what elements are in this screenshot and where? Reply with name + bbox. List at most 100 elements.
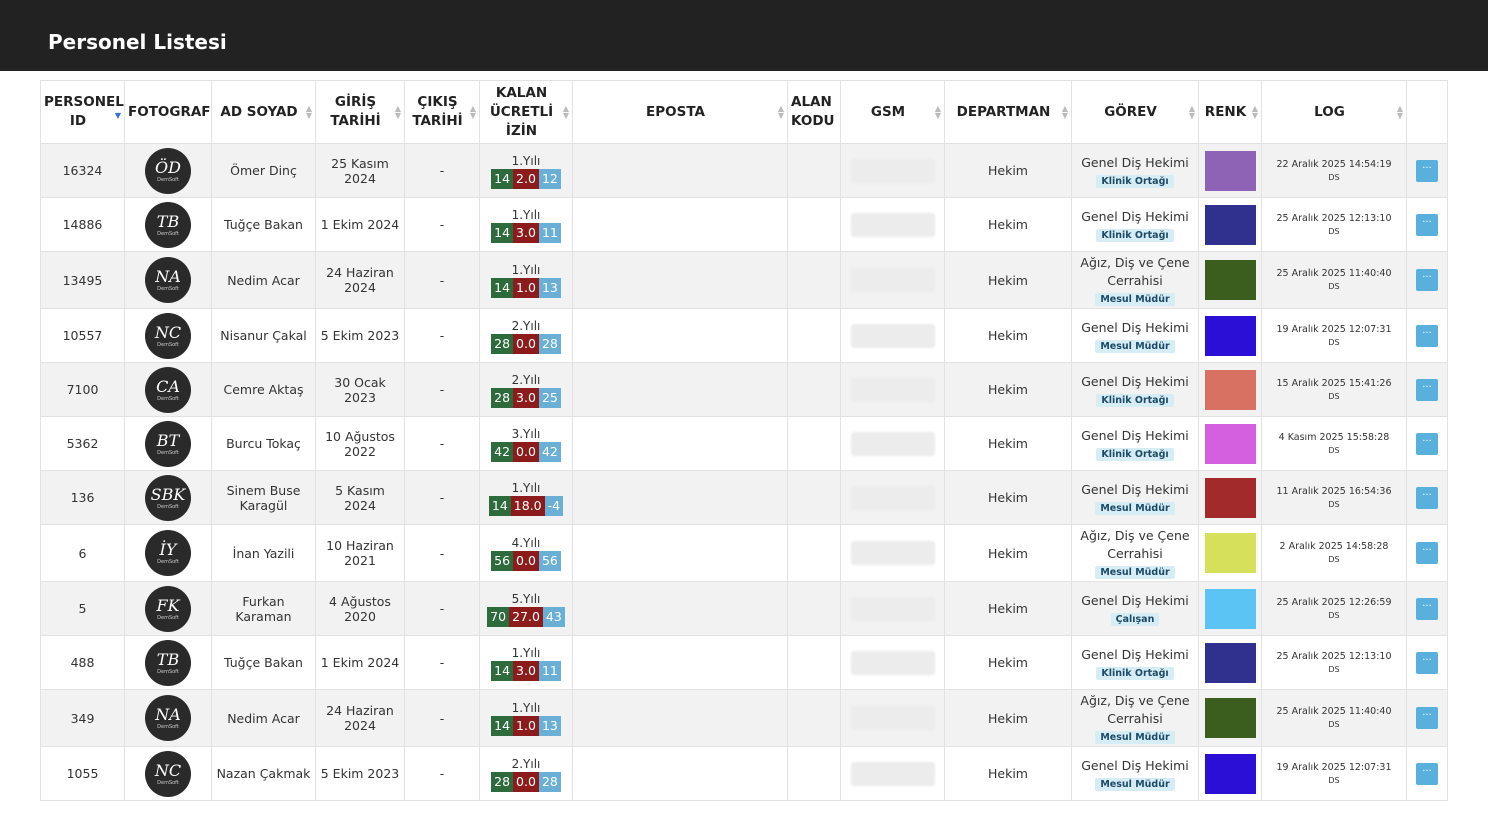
log-user: DS — [1328, 172, 1340, 182]
end-date: - — [404, 746, 480, 801]
sort-icon[interactable]: ▲ ▼ — [562, 104, 569, 120]
actions-button[interactable]: ··· — [1416, 707, 1438, 729]
start-date: 24 Haziran 2024 — [315, 689, 405, 747]
department: Hekim — [944, 470, 1072, 525]
log-user: DS — [1328, 775, 1340, 785]
email — [572, 362, 788, 417]
actions-button[interactable]: ··· — [1416, 432, 1438, 455]
avatar-initials: TB — [156, 211, 180, 231]
sort-icon[interactable]: ▲ ▼ — [469, 104, 476, 120]
paid-leave: 1.Yılı 14 1.0 13 — [479, 251, 573, 309]
avatar: CA DemSoft — [145, 366, 191, 413]
actions-button[interactable]: ··· — [1416, 378, 1438, 401]
actions-button[interactable]: ··· — [1416, 597, 1438, 620]
actions-button[interactable]: ··· — [1416, 762, 1438, 785]
color-swatch — [1204, 260, 1256, 300]
sort-icon[interactable]: ▲ ▼ — [1061, 104, 1068, 120]
column-header[interactable]: AD SOYAD ▲ ▼ — [211, 80, 316, 144]
column-title: GİRİŞ TARİHİ — [330, 94, 381, 129]
department: Hekim — [944, 308, 1072, 363]
column-header[interactable]: RENK ▲ ▼ — [1198, 80, 1262, 144]
area-code — [787, 524, 841, 582]
role-badge: Mesul Müdür — [1095, 777, 1175, 791]
leave-year: 2.Yılı — [511, 372, 541, 387]
column-header[interactable]: GÖREV ▲ ▼ — [1071, 80, 1199, 144]
start-date: 1 Ekim 2024 — [315, 635, 405, 690]
staff-row: 5362 BT DemSoft Burcu Tokaç 10 Ağustos 2022-… — [40, 416, 1448, 471]
sort-icon[interactable]: ▲ ▼ — [934, 104, 941, 120]
actions-button[interactable]: ··· — [1416, 324, 1438, 347]
color-swatch — [1204, 642, 1256, 683]
column-header[interactable]: DEPARTMAN ▲ ▼ — [944, 80, 1072, 144]
staff-row: 13495 NA DemSoft Nedim Acar 24 Haziran 2024-… — [40, 251, 1448, 309]
staff-row: 136 SBK DemSoft Sinem Buse Karagül 5 Kasım 2… — [40, 470, 1448, 525]
role-badge: Mesul Müdür — [1095, 339, 1175, 353]
photo-cell: CA DemSoft — [124, 362, 212, 417]
role-cell: Genel Diş Hekimi Klinik Ortağı — [1071, 416, 1199, 471]
column-header[interactable]: ÇIKIŞ TARİHİ ▲ ▼ — [404, 80, 480, 144]
column-header[interactable]: GSM ▲ ▼ — [840, 80, 945, 144]
role: Genel Diş Hekimi — [1081, 154, 1189, 170]
sort-icon[interactable]: ▲ ▼ — [394, 104, 401, 120]
start-date: 5 Ekim 2023 — [315, 746, 405, 801]
sort-icon[interactable]: ▲ ▼ — [777, 104, 784, 120]
avatar-initials: NC — [154, 760, 182, 780]
actions-cell: ··· — [1406, 470, 1448, 525]
sort-icon[interactable]: ▲ ▼ — [1396, 104, 1403, 120]
column-header: FOTOGRAF — [124, 80, 212, 144]
actions-button[interactable]: ··· — [1416, 542, 1438, 564]
full-name: Tuğçe Bakan — [211, 635, 316, 690]
log-cell: 4 Kasım 2025 15:58:28 DS — [1261, 416, 1407, 471]
actions-button[interactable]: ··· — [1416, 651, 1438, 674]
staff-row: 16324 ÖD DemSoft Ömer Dinç 25 Kasım 2024-1.Y… — [40, 143, 1448, 198]
sort-icon[interactable]: ▼ — [114, 111, 121, 120]
column-header[interactable]: LOG ▲ ▼ — [1261, 80, 1407, 144]
paid-leave: 3.Yılı 42 0.0 42 — [479, 416, 573, 471]
column-header[interactable]: GİRİŞ TARİHİ ▲ ▼ — [315, 80, 405, 144]
leave-year: 1.Yılı — [511, 645, 541, 660]
avatar-brand: DemSoft — [157, 614, 179, 621]
color-cell — [1198, 143, 1262, 198]
role-cell: Genel Diş Hekimi Klinik Ortağı — [1071, 197, 1199, 252]
avatar-brand: DemSoft — [157, 668, 179, 675]
sort-icon[interactable]: ▲ ▼ — [305, 104, 312, 120]
log-user: DS — [1328, 555, 1340, 564]
leave-boxes: 14 1.0 13 — [491, 716, 561, 736]
paid-leave: 1.Yılı 14 3.0 11 — [479, 197, 573, 252]
leave-total: 14 — [491, 168, 514, 189]
actions-button[interactable]: ··· — [1416, 269, 1438, 291]
column-header[interactable]: KALAN ÜCRETLİ İZİN ▲ ▼ — [479, 80, 573, 144]
actions-button[interactable]: ··· — [1416, 159, 1438, 182]
role: Genel Diş Hekimi — [1081, 592, 1189, 608]
email — [572, 143, 788, 198]
sort-icon[interactable]: ▲ ▼ — [1188, 104, 1195, 120]
end-date: - — [404, 197, 480, 252]
column-title: EPOSTA — [646, 103, 705, 120]
leave-year: 1.Yılı — [511, 153, 541, 168]
log-cell: 25 Aralık 2025 12:26:59 DS — [1261, 581, 1407, 636]
leave-total: 14 — [488, 495, 511, 516]
gsm-placeholder — [850, 377, 935, 402]
role: Ağız, Diş ve Çene Cerrahisi — [1080, 528, 1190, 561]
leave-boxes: 56 0.0 56 — [491, 551, 561, 571]
department: Hekim — [944, 251, 1072, 309]
photo-cell: ÖD DemSoft — [124, 143, 212, 198]
color-cell — [1198, 197, 1262, 252]
full-name: Burcu Tokaç — [211, 416, 316, 471]
avatar-brand: DemSoft — [157, 286, 179, 292]
column-header[interactable]: EPOSTA ▲ ▼ — [572, 80, 788, 144]
actions-button[interactable]: ··· — [1416, 486, 1438, 509]
sort-icon[interactable]: ▲ ▼ — [1251, 104, 1258, 120]
leave-total: 70 — [487, 606, 510, 627]
role-cell: Ağız, Diş ve Çene Cerrahisi Mesul Müdür — [1071, 689, 1199, 747]
area-code — [787, 470, 841, 525]
leave-boxes: 28 3.0 25 — [491, 387, 561, 408]
role: Genel Diş Hekimi — [1081, 481, 1189, 497]
role-badge: Klinik Ortağı — [1096, 447, 1174, 461]
actions-button[interactable]: ··· — [1416, 213, 1438, 236]
color-swatch — [1204, 588, 1256, 629]
column-header[interactable]: PERSONEL ID ▼ — [40, 80, 125, 144]
leave-total: 14 — [491, 222, 514, 243]
photo-cell: TB DemSoft — [124, 635, 212, 690]
color-cell — [1198, 470, 1262, 525]
